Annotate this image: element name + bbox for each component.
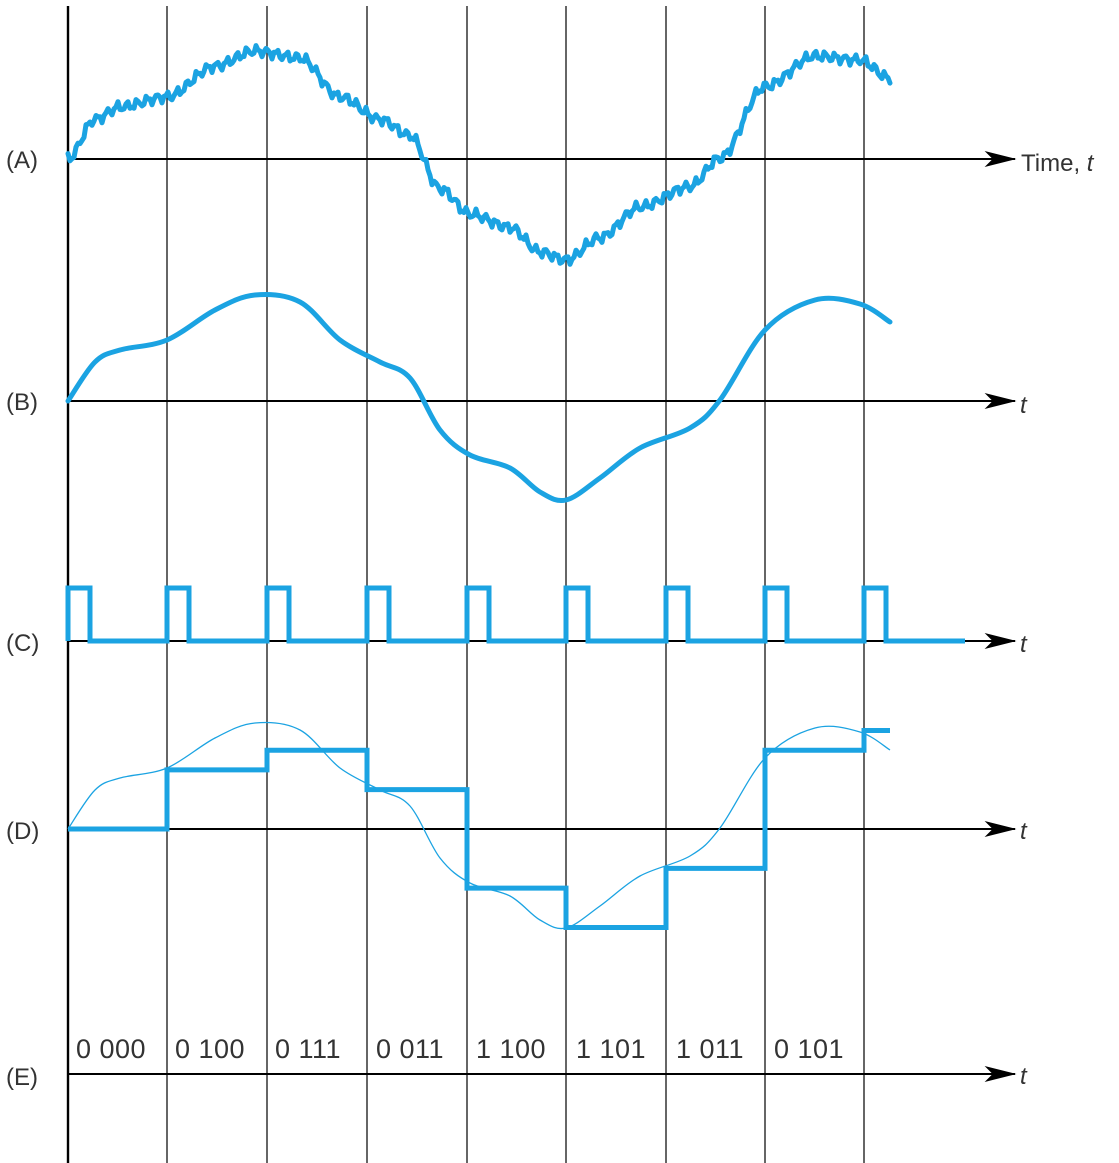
code-word: 1 011 <box>676 1034 744 1064</box>
axis-label-a-var: t <box>1087 150 1095 177</box>
code-word: 0 011 <box>376 1034 444 1064</box>
sampling-pulse-train <box>65 585 965 644</box>
axis-label-b: t <box>1020 392 1028 419</box>
row-label-e: (E) <box>6 1064 38 1091</box>
axis-label-d: t <box>1020 818 1028 845</box>
code-word: 0 101 <box>774 1034 844 1064</box>
code-word: 1 100 <box>476 1034 546 1064</box>
row-label-b: (B) <box>6 389 38 416</box>
code-word: 0 000 <box>76 1034 146 1064</box>
row-label-c: (C) <box>6 630 39 657</box>
quantized-staircase-signal <box>68 728 890 930</box>
code-word: 1 101 <box>576 1034 646 1064</box>
sampling-grid <box>66 6 865 1163</box>
axis-label-a: Time, t <box>1021 150 1095 177</box>
row-label-d: (D) <box>6 818 39 845</box>
axis-label-a-text: Time, <box>1021 150 1080 177</box>
code-word: 0 100 <box>175 1034 245 1064</box>
axis-label-e: t <box>1020 1063 1028 1090</box>
filtered-analog-signal <box>65 291 893 504</box>
code-word: 0 111 <box>275 1034 341 1064</box>
noisy-analog-signal <box>65 43 893 267</box>
row-label-a: (A) <box>6 147 38 174</box>
axis-label-c: t <box>1020 631 1028 658</box>
time-axes <box>68 151 1017 1082</box>
reference-analog-signal <box>67 721 891 930</box>
